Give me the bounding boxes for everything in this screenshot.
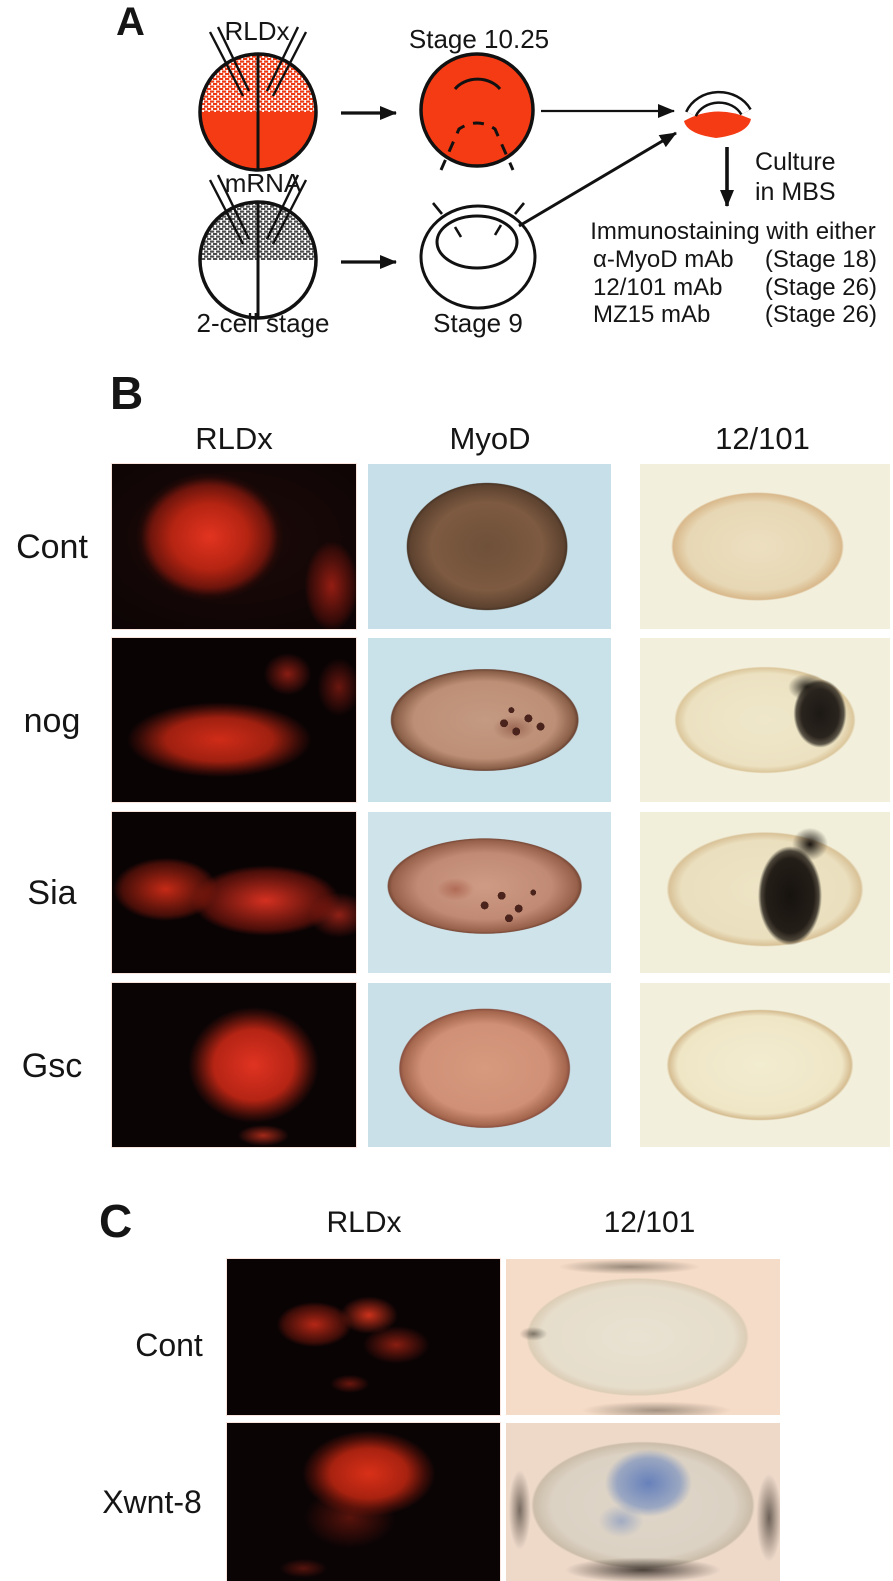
panel-b-row-label-gsc: Gsc [21,1047,83,1085]
panel-b-label: B [110,367,144,419]
embryo-2cell-mrna [198,174,318,320]
photo-c-xwnt8-12101 [506,1423,780,1581]
label-rldx: RLDx [224,16,290,46]
antibody-stage: (Stage 18) [764,246,877,273]
excision-dashed-outline [439,121,515,171]
antibody-row: α-MyoD mAb (Stage 18) [593,246,877,274]
label-2-cell-stage: 2-cell stage [196,308,330,338]
photo-c-cont-12101 [506,1259,780,1415]
panel-c-row-label-cont: Cont [135,1327,203,1363]
embryo-stage-9 [419,202,537,310]
panel-b-row-label-cont: Cont [16,528,88,566]
panel-a-diagram [198,26,752,320]
antibody-stage: (Stage 26) [764,301,877,328]
antibody-stage: (Stage 26) [764,273,877,301]
panel-a-label: A [116,0,145,44]
injection-needles [208,174,308,245]
photo-b-sia-rldx [112,812,356,973]
antibody-list: α-MyoD mAb (Stage 18) 12/101 mAb (Stage … [593,246,877,329]
panel-c-row-label-xwnt8: Xwnt-8 [102,1484,202,1520]
panel-b-column-header-12101: 12/101 [715,421,810,456]
culture-line-1: Culture [755,148,836,176]
injection-needles [208,26,308,97]
photo-b-sia-myod [368,812,611,973]
photo-b-gsc-rldx [112,983,356,1147]
photo-b-gsc-12101 [640,983,890,1147]
photo-b-cont-myod [368,464,611,629]
antibody-row: MZ15 mAb (Stage 26) [593,301,877,329]
panel-b-column-header-myod: MyoD [449,421,531,456]
embryo-2cell-rldx [198,26,318,172]
excision-dash-marks [431,202,526,238]
photo-c-cont-rldx [227,1259,500,1415]
photo-b-sia-12101 [640,812,890,973]
immunostaining-title: Immunostaining with either [590,218,876,245]
label-mrna: mRNA [224,168,302,198]
label-culture: Culture in MBS [755,147,836,207]
photo-b-cont-12101 [640,464,890,629]
embryo-stage-10-25 [419,52,535,171]
photo-b-nog-rldx [112,638,356,802]
panel-c-column-header-12101: 12/101 [603,1206,696,1239]
flow-arrows [341,104,734,269]
panel-b-row-label-sia: Sia [27,874,77,912]
panel-b-row-label-nog: nog [23,702,81,740]
panel-c-column-header-rldx: RLDx [326,1206,402,1239]
photo-c-xwnt8-rldx [227,1423,500,1581]
antibody-row: 12/101 mAb (Stage 26) [593,274,877,302]
blastocoel-outline [435,214,519,270]
panel-c-label: C [99,1195,133,1247]
label-stage-9: Stage 9 [433,308,523,338]
photo-b-gsc-myod [368,983,611,1147]
antibody-name: MZ15 mAb [593,301,711,328]
antibody-name: 12/101 mAb [593,273,723,301]
explant [684,90,752,138]
photo-b-nog-myod [368,638,611,802]
label-stage-10-25: Stage 10.25 [408,24,550,54]
panel-b-column-header-rldx: RLDx [195,421,273,456]
photo-b-cont-rldx [112,464,356,629]
photo-b-nog-12101 [640,638,890,802]
culture-line-2: in MBS [755,178,836,206]
antibody-name: α-MyoD mAb [593,246,734,273]
